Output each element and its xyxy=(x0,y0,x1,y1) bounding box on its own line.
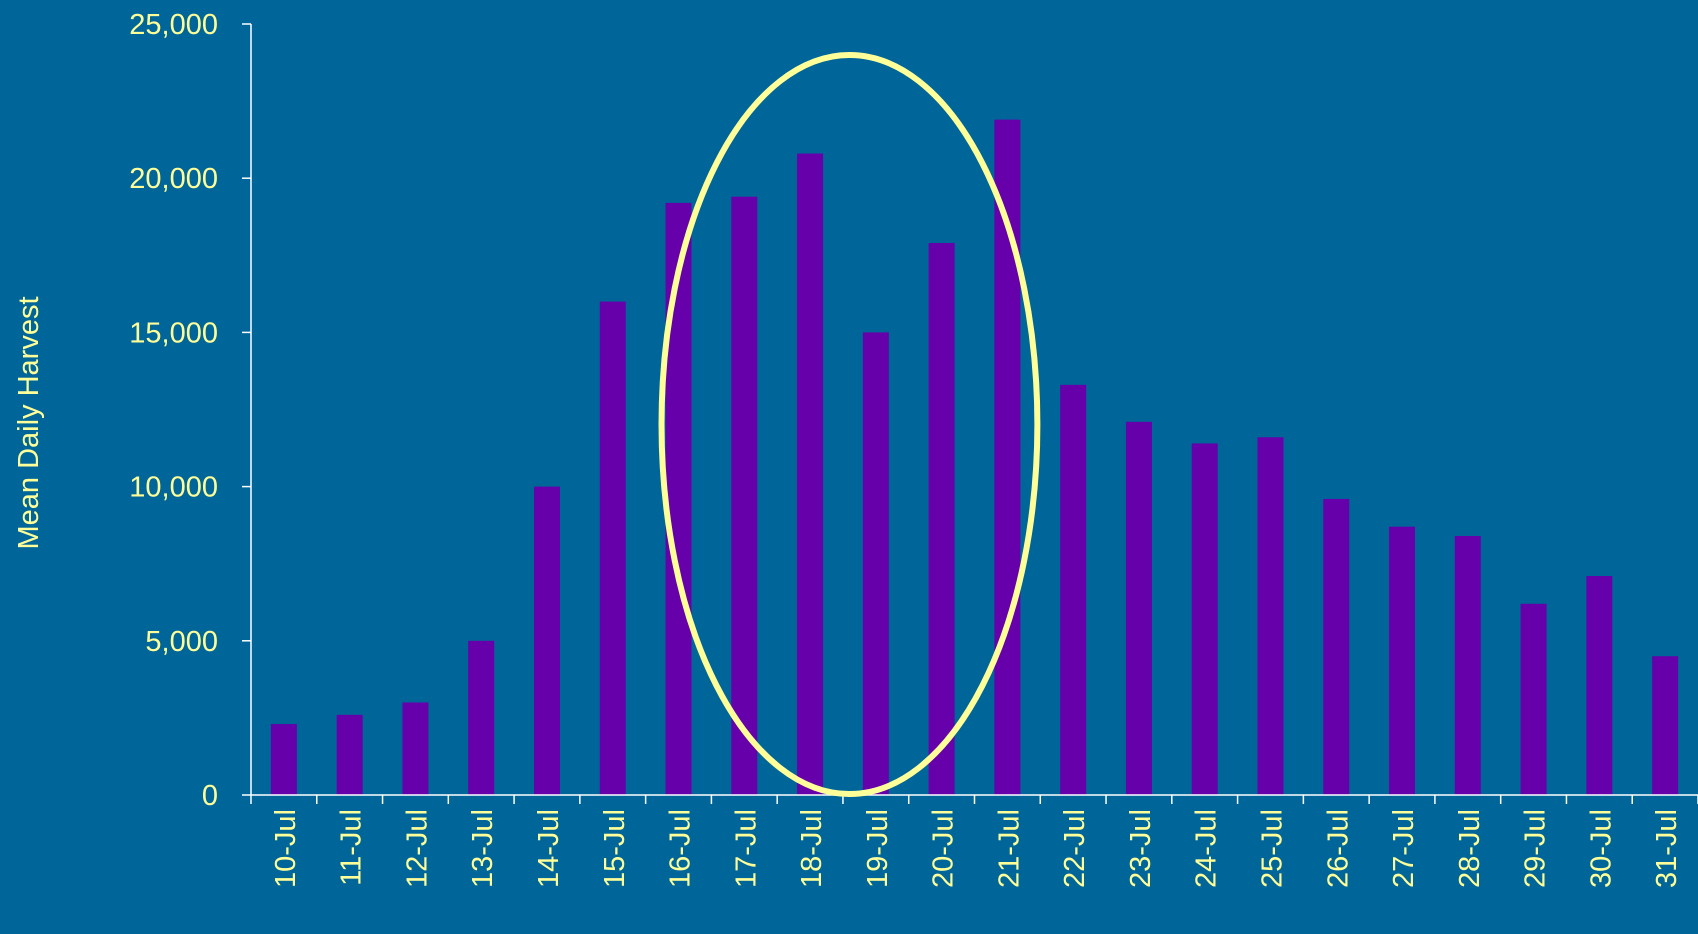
x-tick-labels-group: 10-Jul 11-Jul 12-Jul 13-Jul 14-Jul 15-Jul 16-J… xyxy=(250,795,1698,888)
highlight-ellipse xyxy=(658,52,1041,797)
x-tick-label: 11-Jul xyxy=(336,809,368,886)
x-tick-label: 30-Jul xyxy=(1585,809,1617,888)
x-tick-label: 21-Jul xyxy=(993,809,1025,888)
x-tick-label: 24-Jul xyxy=(1191,809,1223,888)
x-tick-label: 23-Jul xyxy=(1125,809,1157,888)
x-tick-label: 14-Jul xyxy=(533,809,565,888)
bar-30-Jul xyxy=(1586,576,1613,795)
annotation-group xyxy=(658,52,1041,797)
bar-10-Jul xyxy=(270,724,297,795)
bar-19-Jul xyxy=(862,332,889,795)
y-tick-label: 20,000 xyxy=(129,163,218,195)
x-tick-label: 12-Jul xyxy=(401,809,433,888)
bar-28-Jul xyxy=(1454,535,1481,795)
axes-group xyxy=(250,24,1698,796)
bar-26-Jul xyxy=(1323,498,1350,795)
bar-29-Jul xyxy=(1520,603,1547,795)
bar-24-Jul xyxy=(1191,443,1218,795)
x-tick-label: 13-Jul xyxy=(467,809,499,888)
x-tick-label: 22-Jul xyxy=(1059,809,1091,888)
y-tick-label: 5,000 xyxy=(145,626,218,658)
x-tick-label: 26-Jul xyxy=(1322,809,1354,888)
y-tick-label: 15,000 xyxy=(129,317,218,349)
x-tick-label: 17-Jul xyxy=(730,809,762,888)
x-tick-label: 10-Jul xyxy=(270,809,302,888)
bar-17-Jul xyxy=(731,196,758,796)
bar-20-Jul xyxy=(928,242,955,796)
y-tick-label: 25,000 xyxy=(129,9,218,41)
x-tick-label: 29-Jul xyxy=(1520,809,1552,888)
bar-22-Jul xyxy=(1060,384,1087,795)
x-tick-label: 28-Jul xyxy=(1454,809,1486,888)
x-tick-label: 20-Jul xyxy=(928,809,960,888)
y-tick-labels-group: 0 5,000 10,000 15,000 20,000 25,000 xyxy=(129,9,251,812)
y-axis-label-group: Mean Daily Harvest xyxy=(13,296,45,549)
bar-31-Jul xyxy=(1652,656,1679,795)
x-tick-label: 16-Jul xyxy=(665,809,697,888)
x-tick-label: 19-Jul xyxy=(862,809,894,888)
y-axis-label: Mean Daily Harvest xyxy=(13,296,45,549)
x-tick-label: 27-Jul xyxy=(1388,809,1420,888)
x-tick-label: 15-Jul xyxy=(599,809,631,888)
x-tick-label: 25-Jul xyxy=(1256,809,1288,888)
bar-11-Jul xyxy=(336,714,363,795)
bar-18-Jul xyxy=(797,153,824,795)
bar-27-Jul xyxy=(1389,526,1416,795)
bar-12-Jul xyxy=(402,702,429,795)
bar-15-Jul xyxy=(599,301,626,795)
bar-13-Jul xyxy=(468,640,495,795)
bar-23-Jul xyxy=(1125,421,1152,795)
y-tick-label: 0 xyxy=(202,780,218,812)
x-tick-label: 31-Jul xyxy=(1651,809,1683,888)
bars-group xyxy=(270,119,1679,796)
bar-25-Jul xyxy=(1257,437,1284,795)
x-tick-label: 18-Jul xyxy=(796,809,828,888)
y-tick-label: 10,000 xyxy=(129,472,218,504)
bar-16-Jul xyxy=(665,202,692,795)
bar-14-Jul xyxy=(533,486,560,795)
